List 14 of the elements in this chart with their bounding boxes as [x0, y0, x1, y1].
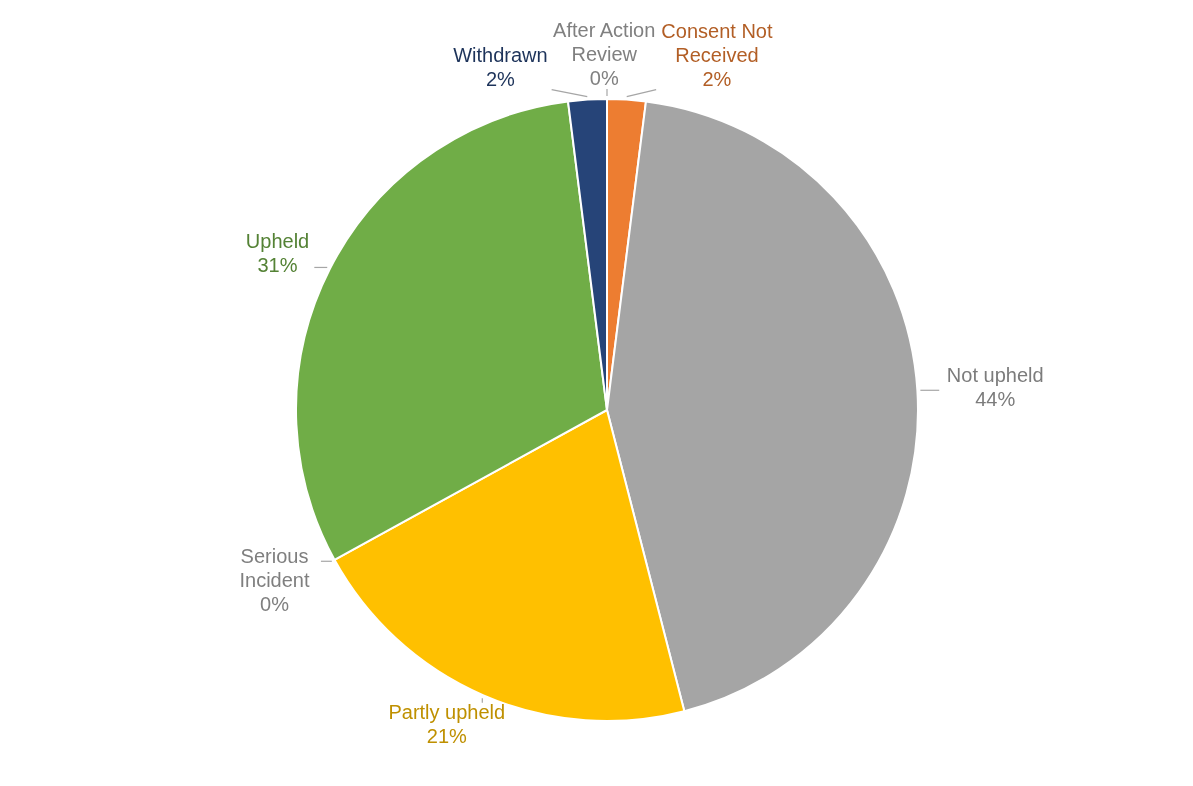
category-label: After Action Review	[553, 19, 656, 65]
data-label: 44%	[975, 388, 1016, 411]
data-label: 2%	[485, 67, 516, 90]
text: 0%	[260, 593, 289, 616]
slice-label: Consent Not Received	[661, 19, 773, 66]
data-label: 31%	[257, 254, 298, 277]
slice-label: Not upheld	[946, 364, 1044, 387]
data-label: 2%	[702, 67, 732, 90]
legend-label: Serious Incident	[239, 545, 310, 592]
slice-label: Partly upheld	[388, 700, 506, 723]
data-label: 21%	[426, 724, 468, 747]
slice-label: Withdrawn	[453, 43, 548, 66]
slice-label: Upheld	[245, 230, 310, 253]
text: 0%	[589, 67, 619, 89]
